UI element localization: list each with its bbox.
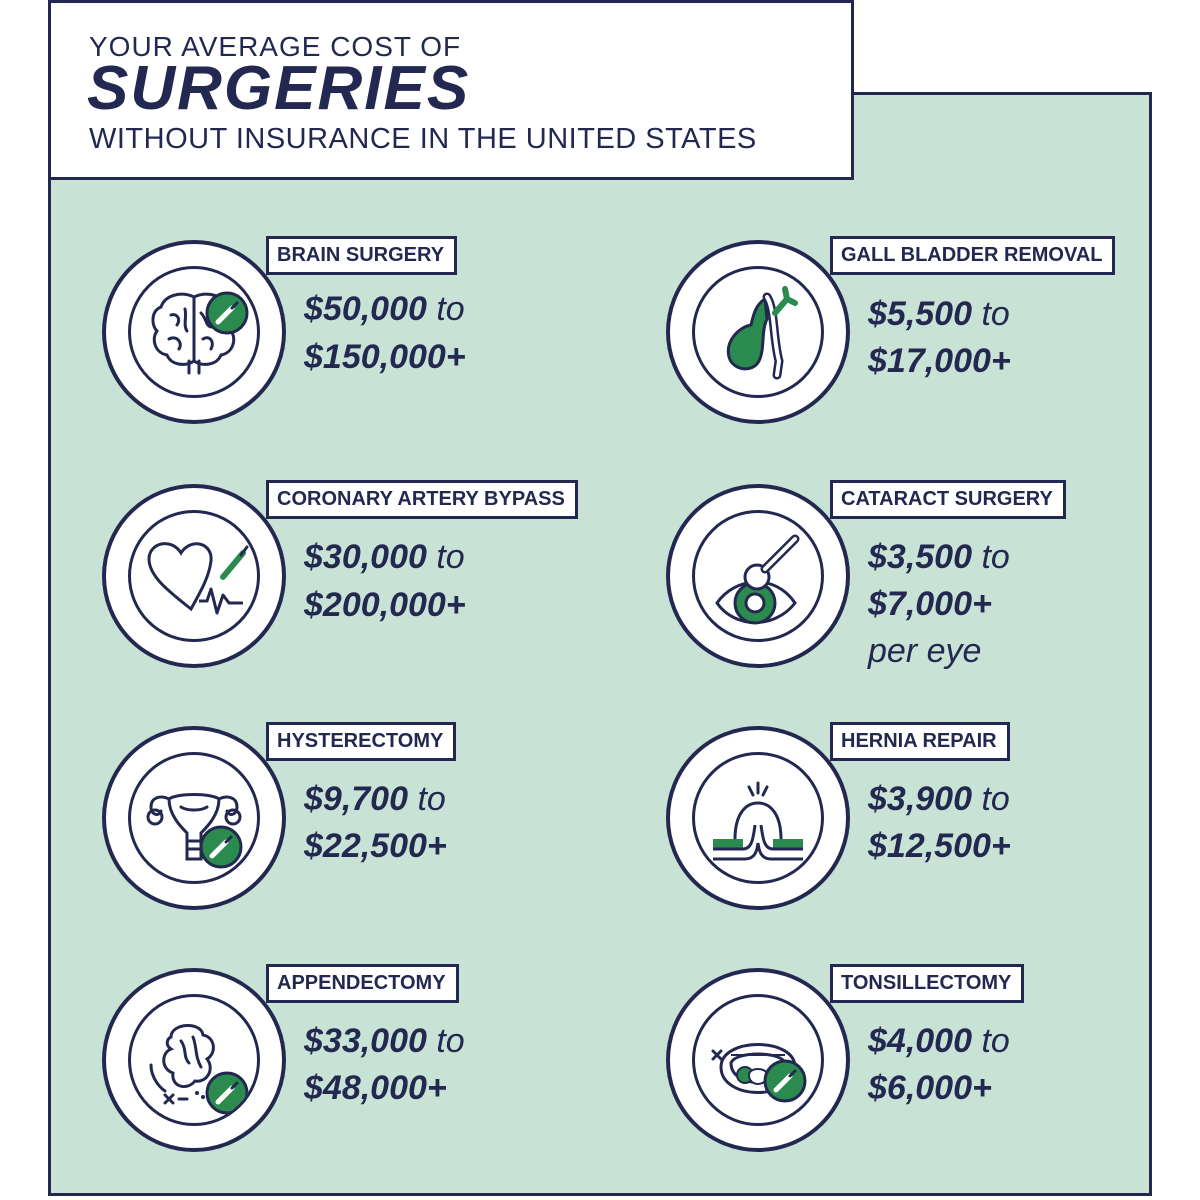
surgery-name: HYSTERECTOMY [266,722,457,761]
heart-icon [147,542,249,615]
price-high: $7,000+ [868,585,992,623]
icon-circle [102,726,286,910]
price-high: $48,000+ [304,1069,447,1107]
surgery-name: CATARACT SURGERY [830,480,1066,519]
page-title: SURGERIES [87,54,471,123]
price-low: $50,000 to [304,290,465,328]
surgery-card-cataract: CATARACT SURGERY $3,500 to $7,000+ per e… [666,480,1166,684]
uterus-icon [146,793,257,881]
price-high: $22,500+ [304,827,447,865]
icon-circle [102,484,286,668]
eye-icon [715,534,800,625]
intestine-icon [149,1024,257,1123]
surgery-name: CORONARY ARTERY BYPASS [266,480,578,519]
gallbladder-icon [726,286,798,380]
title-line-3: WITHOUT INSURANCE IN THE UNITED STATES [89,123,757,155]
surgery-card-tonsillectomy: TONSILLECTOMY $4,000 to $6,000+ [666,964,1166,1168]
icon-circle [666,968,850,1152]
price-low: $4,000 to [868,1022,1010,1060]
surgery-card-hysterectomy: HYSTERECTOMY $9,700 to $22,500+ [102,722,602,926]
surgery-name: BRAIN SURGERY [266,236,458,275]
price-high: $6,000+ [868,1069,992,1107]
price-high: $150,000+ [304,338,466,376]
price-low: $5,500 to [868,295,1010,333]
surgery-name: TONSILLECTOMY [830,964,1025,1003]
price-high: $17,000+ [868,342,1011,380]
icon-circle [102,240,286,424]
price-high: $200,000+ [304,586,466,624]
surgery-card-gallbladder: GALL BLADDER REMOVAL $5,500 to $17,000+ [666,236,1166,440]
surgery-card-brain: BRAIN SURGERY $50,000 to $150,000+ [102,236,602,440]
surgery-name: GALL BLADDER REMOVAL [830,236,1116,275]
title-line-1: YOUR AVERAGE COST OF [89,31,462,62]
price-low: $3,900 to [868,780,1010,818]
icon-circle [666,240,850,424]
surgery-name: APPENDECTOMY [266,964,459,1003]
surgery-card-appendectomy: APPENDECTOMY $33,000 to $48,000+ [102,964,602,1168]
hernia-icon [713,781,803,861]
title-box: YOUR AVERAGE COST OF SURGERIES WITHOUT I… [48,0,854,180]
price-low: $9,700 to [304,780,446,818]
price-low: $3,500 to [868,538,1010,576]
price-low: $30,000 to [304,538,465,576]
price-low: $33,000 to [304,1022,465,1060]
surgery-card-bypass: CORONARY ARTERY BYPASS $30,000 to $200,0… [102,480,602,684]
icon-circle [666,484,850,668]
surgery-name: HERNIA REPAIR [830,722,1010,761]
brain-icon [151,269,257,375]
price-high: $12,500+ [868,827,1011,865]
mouth-icon [711,1043,821,1123]
surgery-card-hernia: HERNIA REPAIR $3,900 to $12,500+ [666,722,1166,926]
icon-circle [666,726,850,910]
price-note: per eye [868,632,982,670]
icon-circle [102,968,286,1152]
